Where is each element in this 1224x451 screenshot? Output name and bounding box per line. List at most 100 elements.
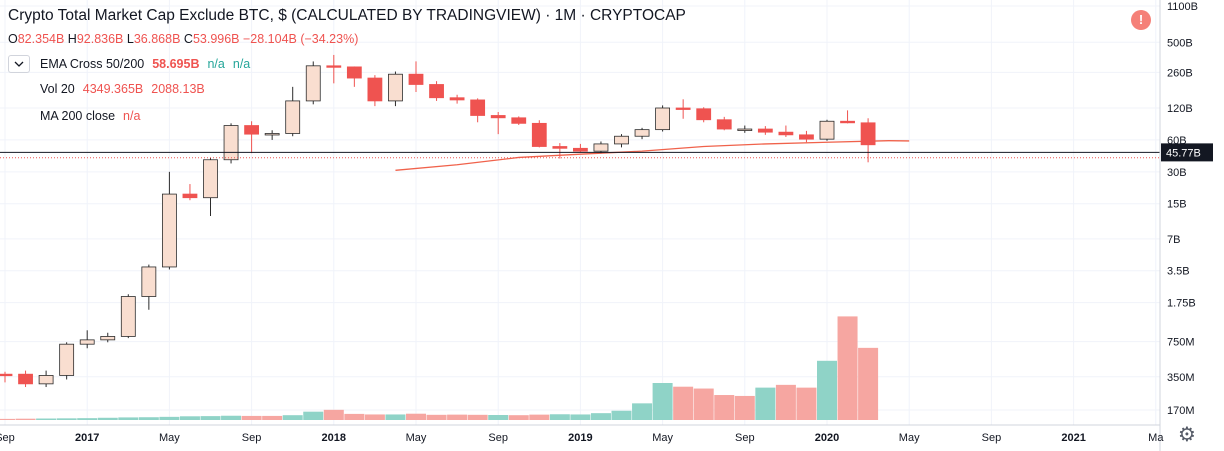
alert-icon[interactable]: ! (1131, 10, 1151, 30)
price-tick-label: 15B (1167, 199, 1187, 211)
candle-body (737, 128, 753, 131)
indicator-ema-cross[interactable]: EMA Cross 50/200 58.695B n/a n/a (8, 55, 250, 73)
volume-bar (118, 417, 139, 420)
volume-bar (652, 383, 673, 420)
candle-body (161, 193, 177, 268)
candle-body (367, 77, 383, 102)
time-tick-label: Sep (982, 432, 1002, 444)
volume-bar (138, 417, 159, 420)
volume-bar (508, 415, 529, 420)
candle-body (79, 339, 95, 345)
price-tick-label: 350M (1167, 372, 1195, 384)
volume-bar (385, 414, 406, 420)
volume-bar (755, 387, 776, 420)
price-tick-label: 1100B (1167, 1, 1198, 13)
candle-body (716, 119, 732, 130)
candle-body (408, 73, 424, 85)
open-label: O (8, 32, 18, 46)
volume-bar (221, 415, 242, 420)
volume-bar (611, 410, 632, 420)
price-tick-label: 750M (1167, 337, 1195, 349)
price-tick-label: 30B (1167, 167, 1187, 179)
ohlc-row: O82.354B H92.836B L36.868B C53.996B −28.… (8, 32, 358, 46)
volume-bar (837, 316, 858, 420)
volume-bar (282, 415, 303, 420)
gear-icon[interactable]: ⚙ (1178, 424, 1196, 446)
chart-title: Crypto Total Market Cap Exclude BTC, $ (… (8, 7, 686, 24)
candle-body (696, 108, 712, 121)
candle-body (799, 134, 814, 140)
volume-bar (632, 403, 653, 420)
time-tick-label: Sep (735, 432, 755, 444)
candle-body (100, 336, 116, 341)
volume-bar (15, 418, 36, 420)
high-value: 92.836B (76, 32, 124, 46)
volume-bar (570, 414, 591, 420)
candle-body (18, 373, 33, 385)
indicator-value: n/a (232, 57, 251, 71)
last-price-badge (1161, 143, 1213, 162)
candle-body (470, 99, 486, 116)
chevron-down-icon[interactable] (8, 55, 30, 73)
price-tick-label: 7B (1167, 234, 1180, 246)
volume-bar (796, 387, 817, 420)
price-tick-label: 500B (1167, 37, 1193, 49)
price-tick-label: 170M (1167, 405, 1195, 417)
open-value: 82.354B (17, 32, 65, 46)
volume-bar (673, 386, 694, 420)
indicator-ma200[interactable]: MA 200 close n/a (40, 109, 140, 123)
indicator-name: Vol 20 (40, 82, 75, 96)
volume-bar (734, 395, 755, 420)
candle-body (634, 129, 650, 137)
candle-body (675, 107, 691, 110)
volume-bar (36, 418, 57, 420)
price-tick-label: 1.75B (1167, 298, 1196, 310)
time-tick-label: Sep (0, 432, 15, 444)
high-label: H (67, 32, 77, 46)
candle-body (141, 266, 157, 297)
volume-bar (364, 414, 385, 420)
candle-body (182, 193, 198, 199)
indicator-vol[interactable]: Vol 20 4349.365B 2088.13B (40, 82, 205, 96)
price-tick-label: 3.5B (1167, 266, 1190, 278)
close-value: 53.996B (192, 32, 240, 46)
low-label: L (126, 32, 134, 46)
candle-body (573, 147, 588, 152)
time-tick-label: May (406, 432, 427, 444)
time-tick-label: May (159, 432, 180, 444)
candle-body (120, 296, 136, 337)
candle-body (305, 65, 321, 102)
volume-bar (714, 395, 735, 420)
close-label: C (183, 32, 193, 46)
volume-bar (693, 388, 714, 420)
volume-bar (488, 415, 509, 420)
volume-bar (590, 413, 611, 420)
candle-body (655, 107, 670, 131)
indicator-name: EMA Cross 50/200 (40, 57, 145, 71)
candle-body (0, 373, 13, 377)
volume-bar (241, 415, 262, 420)
volume-bar (303, 411, 324, 420)
candle-body (593, 143, 609, 152)
indicator-value: 4349.365B (82, 82, 144, 96)
candle-body (326, 65, 342, 68)
ema-line (395, 140, 910, 171)
candle-body (449, 97, 465, 101)
time-tick-label: 2017 (75, 432, 99, 444)
time-tick-label: Ma (1148, 432, 1164, 444)
price-tick-label: 120B (1167, 103, 1193, 115)
volume-bar (200, 416, 221, 420)
time-tick-label: Sep (488, 432, 508, 444)
volume-bar (426, 414, 447, 420)
volume-bar (262, 415, 283, 420)
volume-bar (344, 413, 365, 420)
time-tick-label: May (652, 432, 673, 444)
candle-body (819, 120, 835, 140)
volume-bar (467, 414, 488, 420)
time-tick-label: Sep (242, 432, 262, 444)
volume-bar (817, 360, 837, 420)
candle-body (840, 120, 855, 124)
volume-bar (97, 417, 118, 420)
